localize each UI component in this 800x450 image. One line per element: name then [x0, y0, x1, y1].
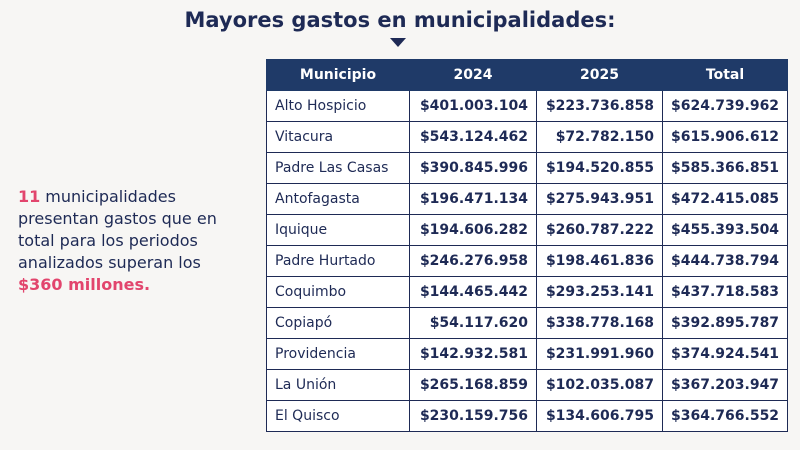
table: Municipio 2024 2025 Total Alto Hospicio $401… [266, 59, 789, 432]
amount: $144.465.442 [409, 276, 537, 308]
municipality: Coquimbo [266, 276, 410, 308]
amount: $615.906.612 [661, 121, 789, 153]
table-row: Antofagasta $196.471.134 $275.943.951 $472.… [266, 183, 789, 215]
table-row: El Quisco $230.159.756 $134.606.795 $364.76… [266, 400, 789, 432]
municipality: Antofagasta [266, 183, 410, 215]
amount: $260.787.222 [536, 214, 663, 246]
municipality: Vitacura [266, 121, 410, 153]
table-row: Iquique $194.606.282 $260.787.222 $455.393.… [266, 214, 789, 246]
amount: $543.124.462 [409, 121, 537, 153]
amount: $437.718.583 [661, 276, 789, 308]
municipality: La Unión [266, 369, 410, 401]
amount: $134.606.795 [536, 400, 663, 432]
amount: $293.253.141 [536, 276, 663, 308]
amount: $374.924.541 [661, 338, 789, 370]
table-row: Padre Hurtado $246.276.958 $198.461.836 $44… [266, 245, 789, 277]
amount: $223.736.858 [536, 90, 663, 122]
amount: $367.203.947 [661, 369, 789, 401]
amount: $102.035.087 [536, 369, 663, 401]
amount: $265.168.859 [409, 369, 537, 401]
table-row: Providencia $142.932.581 $231.991.960 $374.… [266, 338, 789, 370]
amount: $198.461.836 [536, 245, 663, 277]
arrow [390, 38, 406, 47]
table-body: Alto Hospicio $401.003.104 $223.736.858 $62… [266, 90, 789, 432]
municipality: Iquique [266, 214, 410, 246]
summary-text: total para los periodos [18, 231, 198, 250]
amount: $444.738.794 [661, 245, 789, 277]
highlight-count: 11 [18, 187, 41, 206]
summary-line: presentan gastos que en [18, 208, 217, 230]
summary-text: presentan gastos que en [18, 209, 217, 228]
municipality: Alto Hospicio [266, 90, 410, 122]
amount: $390.845.996 [409, 152, 537, 184]
amount: $401.003.104 [409, 90, 537, 122]
amount: $364.766.552 [661, 400, 789, 432]
summary: 11 municipalidades presentan gastos que en… [18, 186, 217, 296]
amount: $54.117.620 [409, 307, 537, 339]
table-row: La Unión $265.168.859 $102.035.087 $367.203… [266, 369, 789, 401]
summary-line: 11 municipalidades [18, 186, 217, 208]
header-row: Municipio 2024 2025 Total [266, 59, 789, 91]
amount: $472.415.085 [661, 183, 789, 215]
amount: $231.991.960 [536, 338, 663, 370]
column-header: 2024 [409, 59, 537, 91]
amount: $72.782.150 [536, 121, 663, 153]
amount: $624.739.962 [661, 90, 789, 122]
column-header: Municipio [266, 59, 410, 91]
table-row: Vitacura $543.124.462 $72.782.150 $615.906.… [266, 121, 789, 153]
amount: $194.520.855 [536, 152, 663, 184]
table-row: Padre Las Casas $390.845.996 $194.520.855 $… [266, 152, 789, 184]
table-row: Copiapó $54.117.620 $338.778.168 $392.895.7… [266, 307, 789, 339]
municipality: Padre Las Casas [266, 152, 410, 184]
table-row: Coquimbo $144.465.442 $293.253.141 $437.718… [266, 276, 789, 308]
amount: $585.366.851 [661, 152, 789, 184]
title: Mayores gastos en municipalidades: [184, 8, 616, 32]
summary-text: municipalidades [45, 187, 176, 206]
municipality: Copiapó [266, 307, 410, 339]
table-row: Alto Hospicio $401.003.104 $223.736.858 $62… [266, 90, 789, 122]
amount: $142.932.581 [409, 338, 537, 370]
amount: $194.606.282 [409, 214, 537, 246]
amount: $455.393.504 [661, 214, 789, 246]
column-header: 2025 [536, 59, 663, 91]
municipality: Padre Hurtado [266, 245, 410, 277]
amount: $338.778.168 [536, 307, 663, 339]
highlight-amount: $360 millones. [18, 275, 151, 294]
summary-text: analizados superan los [18, 253, 201, 272]
amount: $392.895.787 [661, 307, 789, 339]
summary-line: analizados superan los [18, 252, 217, 274]
municipality: El Quisco [266, 400, 410, 432]
amount: $246.276.958 [409, 245, 537, 277]
column-header: Total [661, 59, 789, 91]
summary-line: total para los periodos [18, 230, 217, 252]
municipality: Providencia [266, 338, 410, 370]
amount: $230.159.756 [409, 400, 537, 432]
amount: $196.471.134 [409, 183, 537, 215]
amount: $275.943.951 [536, 183, 663, 215]
